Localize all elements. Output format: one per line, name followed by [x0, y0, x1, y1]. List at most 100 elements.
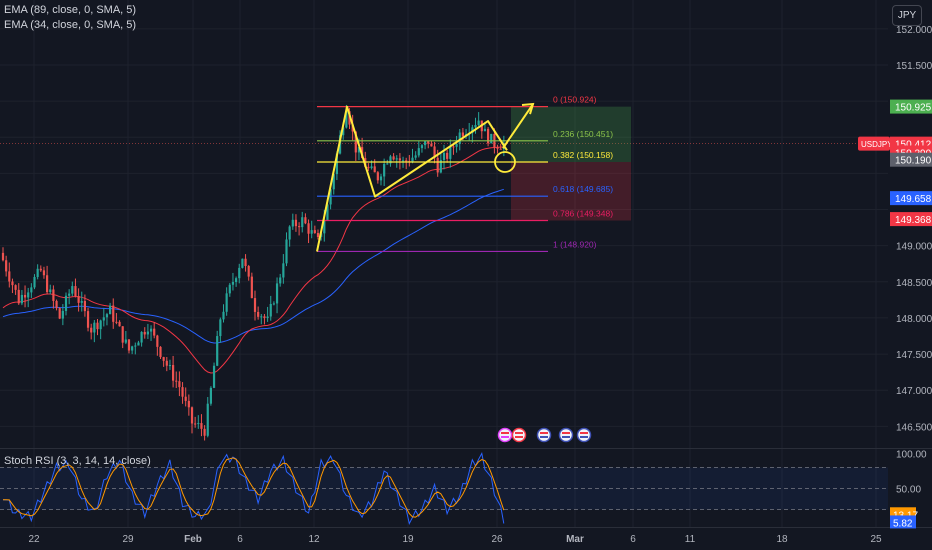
- candle: [383, 158, 386, 187]
- candle: [304, 213, 307, 225]
- candle: [266, 306, 269, 322]
- price-label-box: [890, 212, 932, 227]
- candle: [379, 173, 383, 186]
- price-label-box: [890, 99, 932, 114]
- candle-body: [102, 317, 105, 321]
- currency-button[interactable]: JPY: [892, 5, 922, 26]
- candle: [427, 141, 430, 149]
- candle-body: [203, 428, 206, 436]
- candle: [433, 141, 436, 164]
- candle-body: [332, 174, 335, 190]
- time-tick: 29: [122, 534, 134, 545]
- candle: [55, 299, 58, 311]
- candle: [105, 312, 109, 326]
- event-icon-stripe: [501, 436, 509, 438]
- candle-body: [231, 281, 235, 285]
- event-icon-stripe: [540, 432, 548, 434]
- candle-body: [90, 327, 93, 333]
- candle-body: [301, 217, 304, 228]
- candle: [392, 153, 395, 161]
- event-icon-circle: [558, 427, 574, 443]
- candle-body: [168, 365, 172, 367]
- candle: [83, 294, 86, 317]
- candle-body: [121, 326, 124, 343]
- candle-body: [42, 270, 46, 276]
- candle: [414, 151, 417, 160]
- candle-body: [367, 166, 370, 169]
- candle-body: [190, 407, 194, 424]
- candle-body: [383, 163, 386, 177]
- candle: [263, 314, 266, 325]
- candle: [446, 149, 449, 163]
- candle-body: [357, 147, 361, 153]
- ema34-legend[interactable]: EMA (34, close, 0, SMA, 5): [4, 19, 137, 31]
- arrow-head: [521, 102, 535, 115]
- candle: [288, 225, 291, 247]
- candle-body: [149, 328, 153, 332]
- candle-body: [424, 141, 427, 146]
- time-tick: 12: [308, 534, 320, 545]
- candle: [241, 258, 244, 269]
- candle-body: [313, 230, 316, 233]
- candle-body: [222, 311, 225, 320]
- candle: [184, 387, 187, 407]
- candle-body: [323, 219, 326, 234]
- candle: [80, 291, 83, 312]
- candle-body: [52, 289, 55, 301]
- candle-body: [86, 311, 90, 328]
- candle-body: [294, 219, 298, 227]
- candle: [86, 307, 90, 332]
- pattern-drawing: [316, 105, 508, 252]
- fib-label: 0.618 (149.685): [553, 184, 613, 194]
- candle: [206, 397, 209, 438]
- ema89-legend[interactable]: EMA (89, close, 0, SMA, 5): [4, 4, 137, 16]
- candle: [118, 320, 121, 327]
- time-tick: 18: [776, 534, 788, 545]
- candle-body: [118, 321, 121, 327]
- event-icon-stripe: [580, 436, 588, 438]
- candle-body: [235, 278, 238, 282]
- price-label-box: [890, 152, 932, 167]
- candle: [257, 306, 260, 320]
- candle: [33, 274, 36, 290]
- candle-body: [209, 387, 212, 404]
- candle: [310, 220, 313, 239]
- event-icon: [511, 427, 527, 443]
- ema89-line: [2, 188, 504, 344]
- candle: [212, 362, 216, 389]
- stoch-rsi-legend[interactable]: Stoch RSI (3, 3, 14, 14, close): [4, 455, 151, 467]
- candle-body: [71, 286, 74, 294]
- time-tick: 25: [870, 534, 882, 545]
- candle-body: [439, 159, 442, 173]
- candle-body: [58, 308, 61, 319]
- price-axis: 146.500 147.000 147.500 148.000 148.500 149.0…: [896, 25, 932, 433]
- candle-body: [461, 132, 464, 137]
- candle-body: [244, 258, 247, 267]
- candle-body: [370, 166, 373, 169]
- candle: [420, 144, 424, 153]
- candle: [417, 141, 420, 158]
- candle-body: [253, 298, 257, 312]
- candle-body: [178, 381, 181, 388]
- candle: [216, 330, 219, 367]
- candle-body: [80, 301, 83, 303]
- candle-body: [405, 160, 408, 162]
- candle-body: [471, 127, 474, 133]
- candle-body: [153, 328, 156, 336]
- candle-body: [401, 160, 405, 162]
- candle: [11, 278, 14, 294]
- fib-label: 1 (148.920): [553, 239, 597, 249]
- candle: [134, 342, 137, 355]
- candle: [175, 371, 178, 389]
- candle-body: [395, 158, 398, 160]
- candle: [77, 288, 80, 312]
- candle-body: [172, 365, 175, 381]
- candle-body: [64, 295, 68, 311]
- symbol-tag: [858, 136, 890, 151]
- candle-body: [83, 301, 86, 312]
- candle-body: [398, 158, 401, 161]
- candle: [313, 225, 316, 234]
- grid: [0, 0, 888, 527]
- event-icon-stripe: [515, 436, 523, 438]
